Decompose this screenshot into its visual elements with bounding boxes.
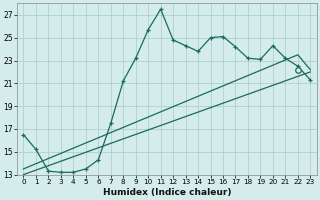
X-axis label: Humidex (Indice chaleur): Humidex (Indice chaleur) xyxy=(103,188,231,197)
